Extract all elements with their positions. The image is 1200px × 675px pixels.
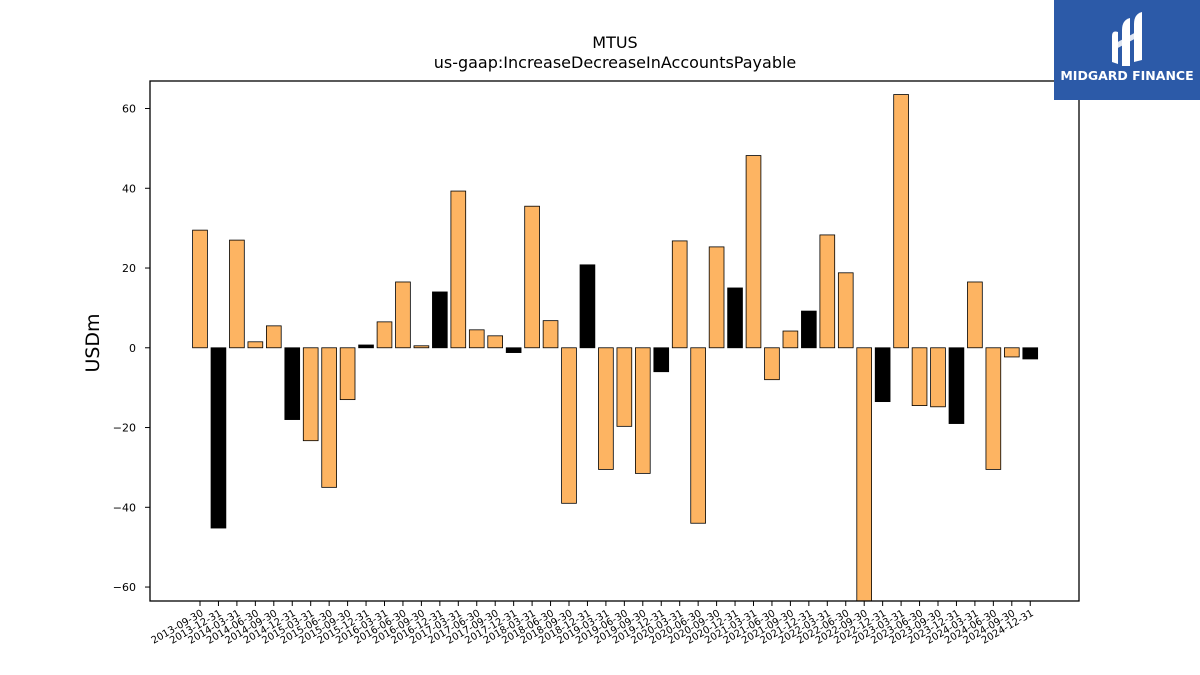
bar-2019-09-30 bbox=[635, 347, 651, 474]
bar-2017-09-30 bbox=[487, 335, 503, 349]
bar-2023-03-31 bbox=[893, 94, 909, 349]
logo-text: MIDGARD FINANCE bbox=[1060, 68, 1194, 83]
bar-2019-06-30 bbox=[616, 347, 633, 427]
bar-2014-09-30 bbox=[265, 325, 282, 349]
bar-2024-03-31 bbox=[967, 281, 983, 349]
bar-2016-06-30 bbox=[395, 281, 411, 349]
bar-2015-03-31 bbox=[302, 347, 319, 442]
bar-2016-12-31 bbox=[432, 291, 448, 349]
bar-2015-12-31 bbox=[358, 344, 374, 349]
bar-2018-12-31 bbox=[579, 264, 596, 349]
bar-2020-06-30 bbox=[690, 347, 706, 524]
bar-2013-12-31 bbox=[210, 347, 227, 529]
y-ticks-group: −60 −40 −20 0 20 40 60 bbox=[113, 103, 150, 594]
y-tick-label: 20 bbox=[122, 262, 136, 275]
bar-2020-12-31 bbox=[727, 287, 743, 349]
bar-2017-12-31 bbox=[505, 347, 522, 353]
bar-2024-12-31 bbox=[1022, 347, 1039, 360]
bar-2022-03-31 bbox=[819, 234, 836, 349]
bar-2023-06-30 bbox=[911, 347, 928, 406]
y-tick-label: 40 bbox=[122, 182, 136, 195]
bar-2021-03-31 bbox=[745, 155, 762, 349]
y-tick-label: 0 bbox=[129, 342, 136, 355]
bar-2013-09-30 bbox=[192, 229, 208, 349]
plot-frame bbox=[149, 80, 1080, 602]
y-axis-label: USDm bbox=[82, 313, 104, 372]
bar-2014-12-31 bbox=[284, 347, 301, 420]
bar-2021-09-30 bbox=[782, 330, 799, 349]
chart-title: MTUS bbox=[592, 33, 637, 52]
bar-2024-06-30 bbox=[985, 347, 1002, 470]
bar-2015-09-30 bbox=[339, 347, 356, 401]
bar-2024-09-30 bbox=[1004, 347, 1020, 358]
bar-2017-06-30 bbox=[468, 329, 485, 349]
bar-2023-09-30 bbox=[930, 347, 946, 408]
bar-2022-06-30 bbox=[837, 272, 854, 349]
bar-2017-03-31 bbox=[450, 190, 467, 349]
bar-2014-06-30 bbox=[247, 341, 264, 349]
bar-2018-06-30 bbox=[542, 320, 559, 349]
bar-2023-12-31 bbox=[948, 347, 965, 424]
bar-2019-12-31 bbox=[653, 347, 670, 373]
bars-group bbox=[192, 94, 1039, 602]
midgard-finance-logo: MIDGARD FINANCE bbox=[1054, 0, 1200, 100]
bar-2018-09-30 bbox=[561, 347, 577, 504]
y-tick-label: −20 bbox=[113, 422, 136, 435]
bar-2021-06-30 bbox=[764, 347, 780, 381]
y-tick-label: −40 bbox=[113, 501, 136, 514]
y-tick-label: −60 bbox=[113, 581, 136, 594]
bar-2022-09-30 bbox=[856, 347, 872, 602]
x-ticks-group: 2013-09-302013-12-312014-03-312014-06-30… bbox=[150, 601, 1036, 647]
bar-2015-06-30 bbox=[321, 347, 337, 488]
bar-2020-09-30 bbox=[708, 246, 725, 349]
bar-2016-03-31 bbox=[376, 321, 393, 349]
bar-2019-03-31 bbox=[598, 347, 614, 470]
y-tick-label: 60 bbox=[122, 103, 136, 116]
bar-2022-12-31 bbox=[874, 347, 891, 403]
bar-2021-12-31 bbox=[801, 310, 817, 349]
bar-2016-09-30 bbox=[413, 345, 430, 349]
chart-subtitle: us-gaap:IncreaseDecreaseInAccountsPayabl… bbox=[434, 53, 797, 72]
bar-2018-03-31 bbox=[524, 205, 540, 349]
logo-mark-icon bbox=[1112, 12, 1142, 66]
bar-2020-03-31 bbox=[671, 240, 688, 349]
bar-2014-03-31 bbox=[229, 239, 245, 349]
